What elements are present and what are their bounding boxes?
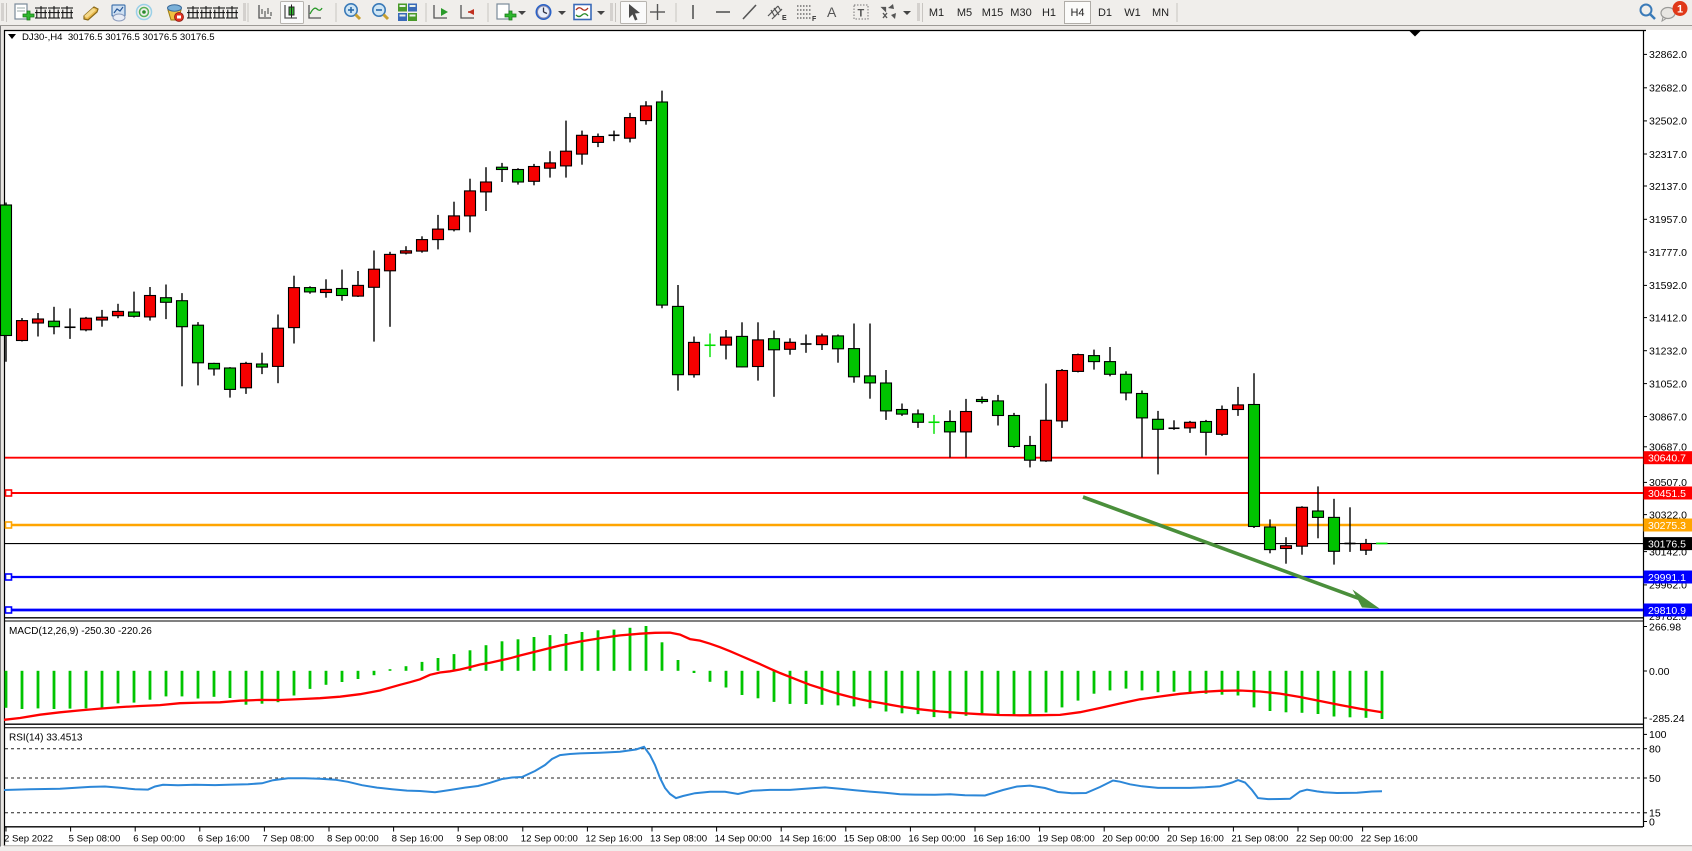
svg-text:M15: M15 [982, 7, 1003, 19]
svg-text:31592.0: 31592.0 [1649, 280, 1687, 292]
svg-text:W1: W1 [1124, 7, 1141, 19]
svg-text:31052.0: 31052.0 [1649, 378, 1687, 390]
svg-text:22 Sep 16:00: 22 Sep 16:00 [1361, 834, 1418, 845]
svg-text:RSI(14) 33.4513: RSI(14) 33.4513 [9, 733, 83, 744]
svg-text:31957.0: 31957.0 [1649, 214, 1687, 226]
svg-text:M30: M30 [1010, 7, 1031, 19]
svg-text:MN: MN [1152, 7, 1169, 19]
svg-text:F: F [812, 16, 817, 23]
svg-text:32682.0: 32682.0 [1649, 83, 1687, 95]
svg-text:32502.0: 32502.0 [1649, 116, 1687, 128]
svg-text:1: 1 [1677, 4, 1683, 16]
svg-text:32862.0: 32862.0 [1649, 49, 1687, 61]
svg-text:7 Sep 08:00: 7 Sep 08:00 [262, 834, 314, 845]
svg-text:29991.1: 29991.1 [1648, 572, 1686, 584]
svg-text:22 Sep 00:00: 22 Sep 00:00 [1296, 834, 1353, 845]
svg-text:32137.0: 32137.0 [1649, 181, 1687, 193]
svg-text:30451.5: 30451.5 [1648, 488, 1686, 500]
svg-text:31232.0: 31232.0 [1649, 346, 1687, 358]
svg-text:31412.0: 31412.0 [1649, 312, 1687, 324]
svg-text:MACD(12,26,9) -250.30 -220.26: MACD(12,26,9) -250.30 -220.26 [9, 626, 152, 637]
svg-text:6 Sep 00:00: 6 Sep 00:00 [133, 834, 185, 845]
svg-text:30322.0: 30322.0 [1649, 509, 1687, 521]
svg-text:2 Sep 2022: 2 Sep 2022 [4, 834, 53, 845]
svg-text:14 Sep 00:00: 14 Sep 00:00 [715, 834, 772, 845]
svg-text:31777.0: 31777.0 [1649, 247, 1687, 259]
svg-text:15 Sep 08:00: 15 Sep 08:00 [844, 834, 901, 845]
svg-text:9 Sep 08:00: 9 Sep 08:00 [456, 834, 508, 845]
svg-text:0: 0 [1649, 816, 1655, 828]
svg-text:30867.0: 30867.0 [1649, 411, 1687, 423]
svg-text:H1: H1 [1042, 7, 1056, 19]
svg-text:30687.0: 30687.0 [1649, 442, 1687, 454]
svg-text:21 Sep 08:00: 21 Sep 08:00 [1231, 834, 1288, 845]
svg-text:16 Sep 16:00: 16 Sep 16:00 [973, 834, 1030, 845]
svg-text:T: T [858, 8, 865, 20]
svg-text:30507.0: 30507.0 [1649, 477, 1687, 489]
svg-text:0.00: 0.00 [1649, 666, 1670, 678]
svg-text:16 Sep 00:00: 16 Sep 00:00 [908, 834, 965, 845]
svg-text:14 Sep 16:00: 14 Sep 16:00 [779, 834, 836, 845]
svg-text:100: 100 [1649, 729, 1667, 741]
svg-text:E: E [782, 15, 787, 22]
svg-text:29810.9: 29810.9 [1648, 605, 1686, 617]
svg-text:20 Sep 16:00: 20 Sep 16:00 [1167, 834, 1224, 845]
svg-text:15: 15 [1649, 808, 1661, 820]
svg-text:32317.0: 32317.0 [1649, 149, 1687, 161]
svg-text:50: 50 [1649, 773, 1661, 785]
svg-text:80: 80 [1649, 744, 1661, 756]
svg-text:DJ30-,H4 30176.5 30176.5 3017: DJ30-,H4 30176.5 30176.5 30176.5 30176.5 [22, 32, 215, 43]
svg-text:A: A [827, 4, 837, 20]
svg-text:30275.3: 30275.3 [1648, 520, 1686, 532]
svg-text:M1: M1 [929, 7, 944, 19]
svg-text:5 Sep 08:00: 5 Sep 08:00 [69, 834, 121, 845]
svg-text:12 Sep 00:00: 12 Sep 00:00 [521, 834, 578, 845]
svg-text:20 Sep 00:00: 20 Sep 00:00 [1102, 834, 1159, 845]
svg-text:13 Sep 08:00: 13 Sep 08:00 [650, 834, 707, 845]
svg-text:M5: M5 [957, 7, 972, 19]
svg-text:30176.5: 30176.5 [1648, 538, 1686, 550]
svg-text:H4: H4 [1070, 7, 1084, 19]
svg-text:8 Sep 00:00: 8 Sep 00:00 [327, 834, 379, 845]
svg-text:19 Sep 08:00: 19 Sep 08:00 [1038, 834, 1095, 845]
svg-text:8 Sep 16:00: 8 Sep 16:00 [392, 834, 444, 845]
svg-text:-285.24: -285.24 [1649, 713, 1685, 725]
svg-text:6 Sep 16:00: 6 Sep 16:00 [198, 834, 250, 845]
svg-text:12 Sep 16:00: 12 Sep 16:00 [585, 834, 642, 845]
svg-text:266.98: 266.98 [1649, 621, 1681, 633]
svg-text:D1: D1 [1098, 7, 1112, 19]
svg-text:30640.7: 30640.7 [1648, 453, 1686, 465]
